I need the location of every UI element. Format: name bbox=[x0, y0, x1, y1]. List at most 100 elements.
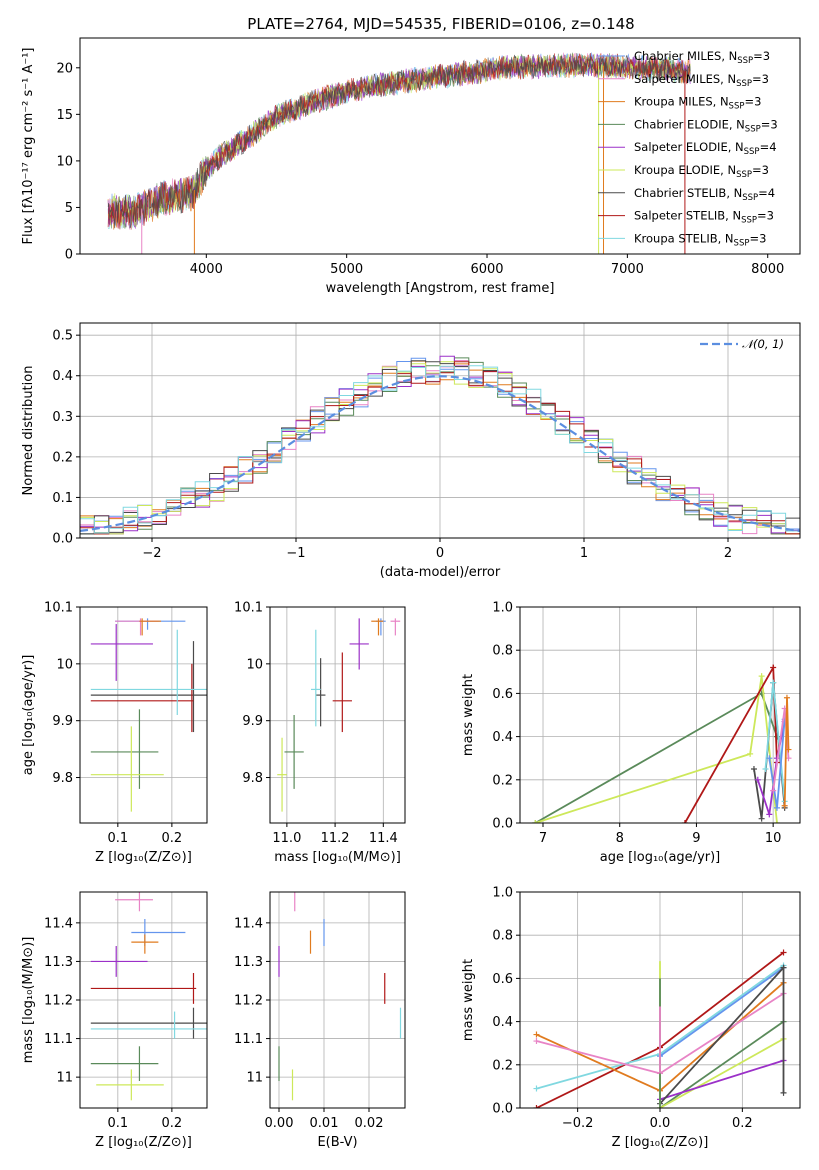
spectrum-xtick-label: 8000 bbox=[751, 262, 784, 277]
mass_vs_Z-xlabel: Z [log₁₀(Z/Z⊙)] bbox=[95, 1135, 192, 1150]
spectrum-ytick-label: 5 bbox=[65, 201, 73, 216]
legend-label-subscript: SSP bbox=[729, 102, 745, 112]
spectrum-xlabel: wavelength [Angstrom, rest frame] bbox=[326, 281, 555, 296]
series-marker-kroupa-stelib bbox=[762, 766, 769, 772]
massweight_vs_age-ytick-label: 0.8 bbox=[492, 644, 513, 659]
residuals-xtick-label: 0 bbox=[436, 546, 444, 561]
series-line-salpeter-elodie bbox=[659, 1059, 784, 1101]
mass_vs_ebv-xtick-label: 0.00 bbox=[265, 1116, 294, 1131]
legend-label-subscript: SSP bbox=[734, 238, 750, 248]
residuals-xtick-label: −2 bbox=[142, 546, 161, 561]
legend-label-subscript: SSP bbox=[742, 193, 758, 203]
legend-label-text: Kroupa MILES, N bbox=[634, 95, 729, 109]
legend-label-salpeter-miles: Salpeter MILES, NSSP=3 bbox=[634, 72, 769, 89]
histogram-kroupa-stelib bbox=[80, 365, 800, 534]
residuals-xlabel: (data-model)/error bbox=[380, 565, 501, 580]
series-line-chabrier-miles bbox=[659, 966, 785, 1057]
legend-label-tail: =3 bbox=[752, 163, 769, 177]
massweight_vs_Z-xtick-label: −0.2 bbox=[562, 1116, 594, 1131]
mass_vs_Z-ytick-label: 11.3 bbox=[44, 955, 73, 970]
massweight_vs_age-xtick-label: 9 bbox=[692, 831, 700, 846]
legend-label-salpeter-stelib: Salpeter STELIB, NSSP=3 bbox=[634, 209, 774, 226]
mass_vs_Z-ytick-label: 11 bbox=[56, 1071, 73, 1086]
mass_vs_ebv-xtick-label: 0.02 bbox=[355, 1116, 384, 1131]
massweight_vs_age-ylabel: mass weight bbox=[461, 674, 476, 756]
age_vs_mass-plot-area bbox=[277, 618, 401, 812]
mass_vs_ebv-ytick-label: 11 bbox=[246, 1071, 263, 1086]
legend-label-kroupa-elodie: Kroupa ELODIE, NSSP=3 bbox=[634, 163, 769, 180]
legend-label-text: Chabrier STELIB, N bbox=[634, 186, 742, 200]
spectrum-ytick-label: 20 bbox=[56, 61, 73, 76]
series-marker-chabrier-stelib bbox=[750, 766, 757, 772]
massweight-vs-Z-panel: −0.2 0.0 0.2 0.0 0.2 0.4 0.6 0.8 1.0 Z [log₁₀(Z/Z… bbox=[461, 886, 801, 1150]
series-marker-chabrier-stelib bbox=[780, 1089, 787, 1096]
series-marker-salpeter-stelib bbox=[533, 1105, 540, 1108]
series-marker-salpeter-stelib bbox=[780, 949, 787, 956]
mass_vs_ebv-ytick-label: 11.3 bbox=[234, 955, 263, 970]
legend-label-text: Kroupa ELODIE, N bbox=[634, 163, 736, 177]
series-marker-salpeter-stelib bbox=[681, 820, 688, 823]
massweight_vs_age-xtick-label: 7 bbox=[539, 831, 547, 846]
series-line-kroupa-elodie bbox=[535, 675, 778, 823]
age-vs-Z-panel: 0.1 0.2 9.8 9.9 10 10.1 Z [log₁₀(Z/Z⊙)] age [lo… bbox=[21, 601, 208, 865]
residuals-ytick-label: 0.3 bbox=[52, 410, 73, 425]
legend-label-text: Kroupa STELIB, N bbox=[634, 231, 734, 245]
mass_vs_Z-xtick-label: 0.1 bbox=[107, 1116, 128, 1131]
residuals-ytick-label: 0.4 bbox=[52, 369, 73, 384]
massweight_vs_Z-ytick-label: 0.8 bbox=[492, 929, 513, 944]
legend-label-text: Chabrier MILES, N bbox=[634, 49, 737, 63]
legend-label-tail: =3 bbox=[749, 231, 766, 245]
series-marker-salpeter-stelib bbox=[770, 664, 777, 671]
legend-label-tail: =4 bbox=[760, 140, 777, 154]
age_vs_mass-xlabel: mass [log₁₀(M/M⊙)] bbox=[274, 850, 401, 865]
legend-label-chabrier-stelib: Chabrier STELIB, NSSP=4 bbox=[634, 186, 775, 203]
mass_vs_ebv-plot-area bbox=[278, 892, 402, 1101]
massweight_vs_Z-xtick-label: 0.0 bbox=[650, 1116, 671, 1131]
legend-label-subscript: SSP bbox=[737, 56, 753, 66]
spectrum-series-chabrier-stelib bbox=[107, 53, 691, 229]
series-marker-kroupa-miles bbox=[785, 746, 792, 753]
massweight_vs_Z-ylabel: mass weight bbox=[461, 959, 476, 1041]
massweight_vs_Z-xtick-label: 0.2 bbox=[732, 1116, 753, 1131]
age_vs_Z-ylabel: age [log₁₀(age/yr)] bbox=[21, 655, 36, 776]
massweight_vs_age-ytick-label: 0.0 bbox=[492, 817, 513, 832]
legend-label-tail: =4 bbox=[758, 186, 775, 200]
age_vs_Z-ytick-label: 9.8 bbox=[52, 771, 73, 786]
gaussian-curve bbox=[80, 375, 800, 532]
age_vs_Z-ytick-label: 9.9 bbox=[52, 714, 73, 729]
age_vs_Z-xtick-label: 0.1 bbox=[107, 831, 128, 846]
legend-label-chabrier-miles: Chabrier MILES, NSSP=3 bbox=[634, 49, 770, 66]
massweight_vs_age-ytick-label: 0.6 bbox=[492, 687, 513, 702]
spectrum-xtick-label: 7000 bbox=[611, 262, 644, 277]
series-marker-chabrier-stelib bbox=[780, 964, 787, 971]
legend-label-tail: =3 bbox=[757, 209, 774, 223]
mass_vs_Z-ytick-label: 11.1 bbox=[44, 1032, 73, 1047]
mass_vs_Z-ylabel: mass [log₁₀(M/M⊙)] bbox=[21, 937, 36, 1064]
massweight_vs_age-xlabel: age [log₁₀(age/yr)] bbox=[600, 850, 721, 865]
residuals-xtick-label: −1 bbox=[286, 546, 305, 561]
residuals-ylabel: Normed distribution bbox=[21, 366, 36, 496]
legend-label-gaussian: 𝒩(0, 1) bbox=[742, 337, 784, 351]
series-marker-chabrier-miles bbox=[773, 804, 780, 811]
legend-label-tail: =3 bbox=[753, 49, 770, 63]
mass_vs_Z-plot-area bbox=[90, 892, 207, 1101]
legend-label-chabrier-elodie: Chabrier ELODIE, NSSP=3 bbox=[634, 117, 778, 134]
residuals-plot-area bbox=[80, 355, 800, 535]
spectrum-plot-area bbox=[107, 52, 691, 254]
legend-label-subscript: SSP bbox=[741, 216, 757, 226]
mass_vs_ebv-xlabel: E(B-V) bbox=[317, 1135, 357, 1150]
legend-label-subscript: SSP bbox=[745, 124, 761, 134]
residuals-panel: 𝒩(0, 1) −2 −1 0 1 2 0.0 0.1 0.2 0.3 0.4 0.5 (data-mo… bbox=[21, 322, 801, 580]
legend-label-kroupa-miles: Kroupa MILES, NSSP=3 bbox=[634, 95, 761, 112]
mass_vs_Z-ytick-label: 11.4 bbox=[44, 916, 73, 931]
spectrum-xtick-label: 5000 bbox=[330, 262, 363, 277]
spectrum-xtick-label: 4000 bbox=[190, 262, 223, 277]
series-marker-kroupa-stelib bbox=[770, 679, 777, 686]
mass-vs-Z-panel: 0.1 0.2 11 11.1 11.2 11.3 11.4 Z [log₁₀(Z/Z⊙)] m… bbox=[21, 891, 208, 1150]
age_vs_Z-xtick-label: 0.2 bbox=[162, 831, 183, 846]
massweight_vs_age-xtick-label: 8 bbox=[616, 831, 624, 846]
series-marker-kroupa-miles bbox=[781, 802, 788, 809]
legend-label-text: Salpeter ELODIE, N bbox=[634, 140, 744, 154]
